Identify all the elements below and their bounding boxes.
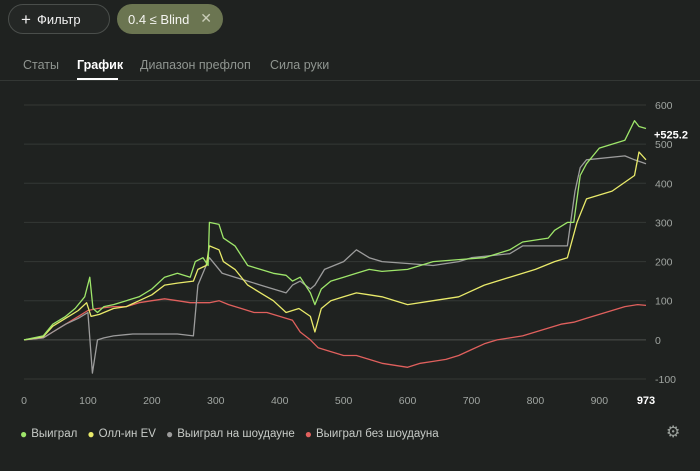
y-tick-label: 600 (655, 100, 673, 112)
legend-item-won-no-showdown[interactable]: ● Выиграл без шоудауна (305, 426, 439, 442)
legend-item-won[interactable]: ● Выиграл (20, 426, 77, 442)
y-tick-label: 0 (655, 335, 661, 347)
end-value-label: +525.2 (654, 129, 688, 141)
x-end-label: 973 (637, 395, 655, 407)
x-tick-label: 400 (271, 395, 289, 407)
x-tick-label: 700 (463, 395, 481, 407)
x-tick-label: 300 (207, 395, 225, 407)
add-filter-button[interactable]: + Фильтр (8, 4, 110, 34)
series-line (23, 298, 647, 368)
legend-dot: ● (304, 427, 312, 441)
x-tick-label: 200 (143, 395, 161, 407)
x-tick-label: 0 (21, 395, 27, 407)
y-tick-label: 100 (655, 296, 673, 308)
tab-stats[interactable]: Статы (23, 58, 59, 72)
legend-item-allin-ev[interactable]: ● Олл-ин EV (87, 426, 156, 442)
close-icon[interactable]: ✕ (200, 10, 212, 26)
chart-legend: ● Выиграл ● Олл-ин EV ● Выиграл на шоуда… (20, 426, 449, 442)
winnings-chart[interactable]: 600 500 400 300 200 100 0 -100 0 100 200 300 400 500 6… (0, 90, 700, 410)
active-filter-label: 0.4 ≤ Blind (128, 11, 190, 27)
legend-dot: ● (87, 427, 95, 441)
legend-label: Выиграл без шоудауна (315, 428, 439, 440)
x-tick-label: 100 (79, 395, 97, 407)
filter-bar: + Фильтр 0.4 ≤ Blind ✕ (0, 0, 700, 40)
y-tick-label: -100 (655, 374, 676, 386)
x-tick-label: 600 (399, 395, 417, 407)
tab-preflop-range[interactable]: Диапазон префлоп (140, 58, 251, 72)
legend-item-won-showdown[interactable]: ● Выиграл на шоудауне (166, 426, 295, 442)
legend-label: Олл-ин EV (98, 428, 156, 440)
x-tick-label: 900 (591, 395, 609, 407)
series-line (23, 155, 647, 374)
plus-icon: + (21, 9, 31, 29)
active-filter-chip[interactable]: 0.4 ≤ Blind ✕ (117, 4, 223, 34)
legend-label: Выиграл на шоудауне (177, 428, 295, 440)
legend-label: Выиграл (31, 428, 78, 440)
gear-icon[interactable]: ⚙ (666, 424, 681, 441)
y-tick-label: 500 (655, 139, 673, 151)
x-tick-label: 800 (527, 395, 545, 407)
active-tab-underline (77, 78, 118, 80)
series-line (23, 151, 647, 341)
series-line (23, 120, 647, 341)
tab-graph[interactable]: График (77, 58, 124, 72)
y-tick-label: 300 (655, 217, 673, 229)
y-tick-label: 400 (655, 178, 673, 190)
tab-bar: Статы График Диапазон префлоп Сила руки (0, 48, 700, 81)
legend-dot: ● (20, 427, 28, 441)
add-filter-label: Фильтр (36, 11, 81, 27)
legend-dot: ● (165, 427, 174, 441)
x-tick-label: 500 (335, 395, 353, 407)
y-tick-label: 200 (655, 257, 673, 269)
tab-hand-strength[interactable]: Сила руки (270, 58, 330, 72)
